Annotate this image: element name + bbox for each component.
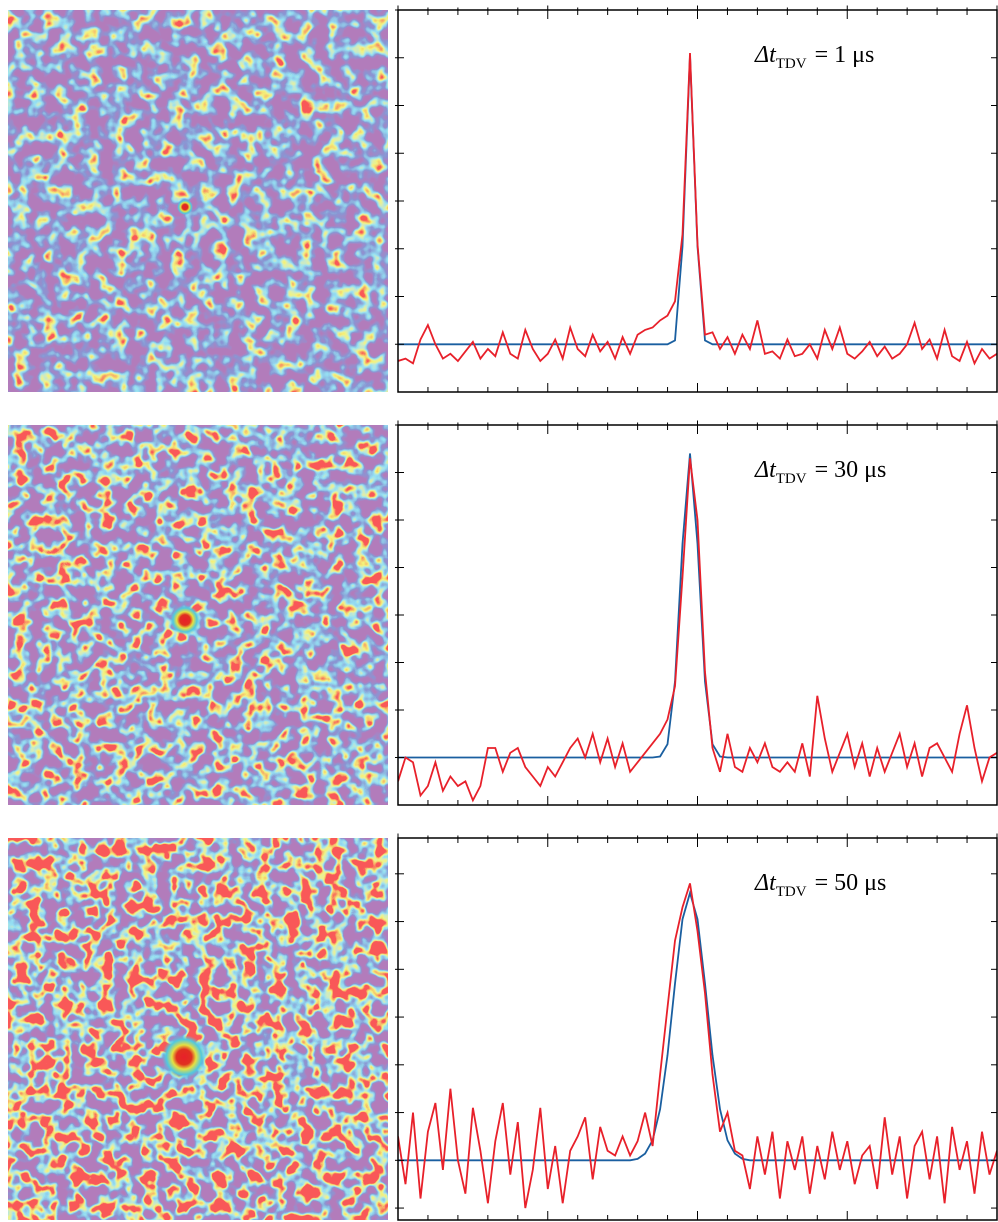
plot: ΔtTDV = 30 μs bbox=[395, 420, 998, 806]
series-line bbox=[398, 883, 997, 1209]
annotation-value: = 50 μs bbox=[815, 870, 887, 896]
plot: ΔtTDV = 50 μs bbox=[395, 833, 998, 1221]
plot-frame bbox=[397, 837, 998, 1221]
annotation-subscript: TDV bbox=[776, 56, 807, 72]
annotation: ΔtTDV = 30 μs bbox=[754, 457, 886, 487]
series-line bbox=[398, 55, 997, 346]
annotation: ΔtTDV = 1 μs bbox=[754, 42, 874, 72]
plot-frame bbox=[397, 9, 998, 393]
annotation-symbol: Δt bbox=[754, 457, 777, 483]
lines bbox=[398, 883, 997, 1209]
image-panel bbox=[8, 838, 388, 1220]
image-panel bbox=[8, 425, 388, 805]
lines bbox=[398, 52, 997, 366]
annotation-subscript: TDV bbox=[776, 471, 807, 487]
image-panel bbox=[8, 10, 388, 392]
annotation: ΔtTDV = 50 μs bbox=[754, 870, 886, 900]
lines bbox=[398, 453, 997, 803]
annotation-symbol: Δt bbox=[754, 870, 777, 896]
annotation-value: = 1 μs bbox=[815, 42, 875, 68]
series-line bbox=[398, 889, 997, 1162]
noise-image bbox=[8, 838, 388, 1220]
annotation-value: = 30 μs bbox=[815, 457, 887, 483]
annotation-symbol: Δt bbox=[754, 42, 777, 68]
source bbox=[170, 605, 200, 635]
series-line bbox=[398, 453, 997, 759]
source bbox=[162, 1035, 206, 1079]
annotation-subscript: TDV bbox=[776, 884, 807, 900]
series-line bbox=[398, 52, 997, 366]
source bbox=[177, 199, 193, 215]
plot: ΔtTDV = 1 μs bbox=[395, 5, 998, 393]
noise-image bbox=[8, 10, 388, 392]
series-line bbox=[398, 458, 997, 803]
